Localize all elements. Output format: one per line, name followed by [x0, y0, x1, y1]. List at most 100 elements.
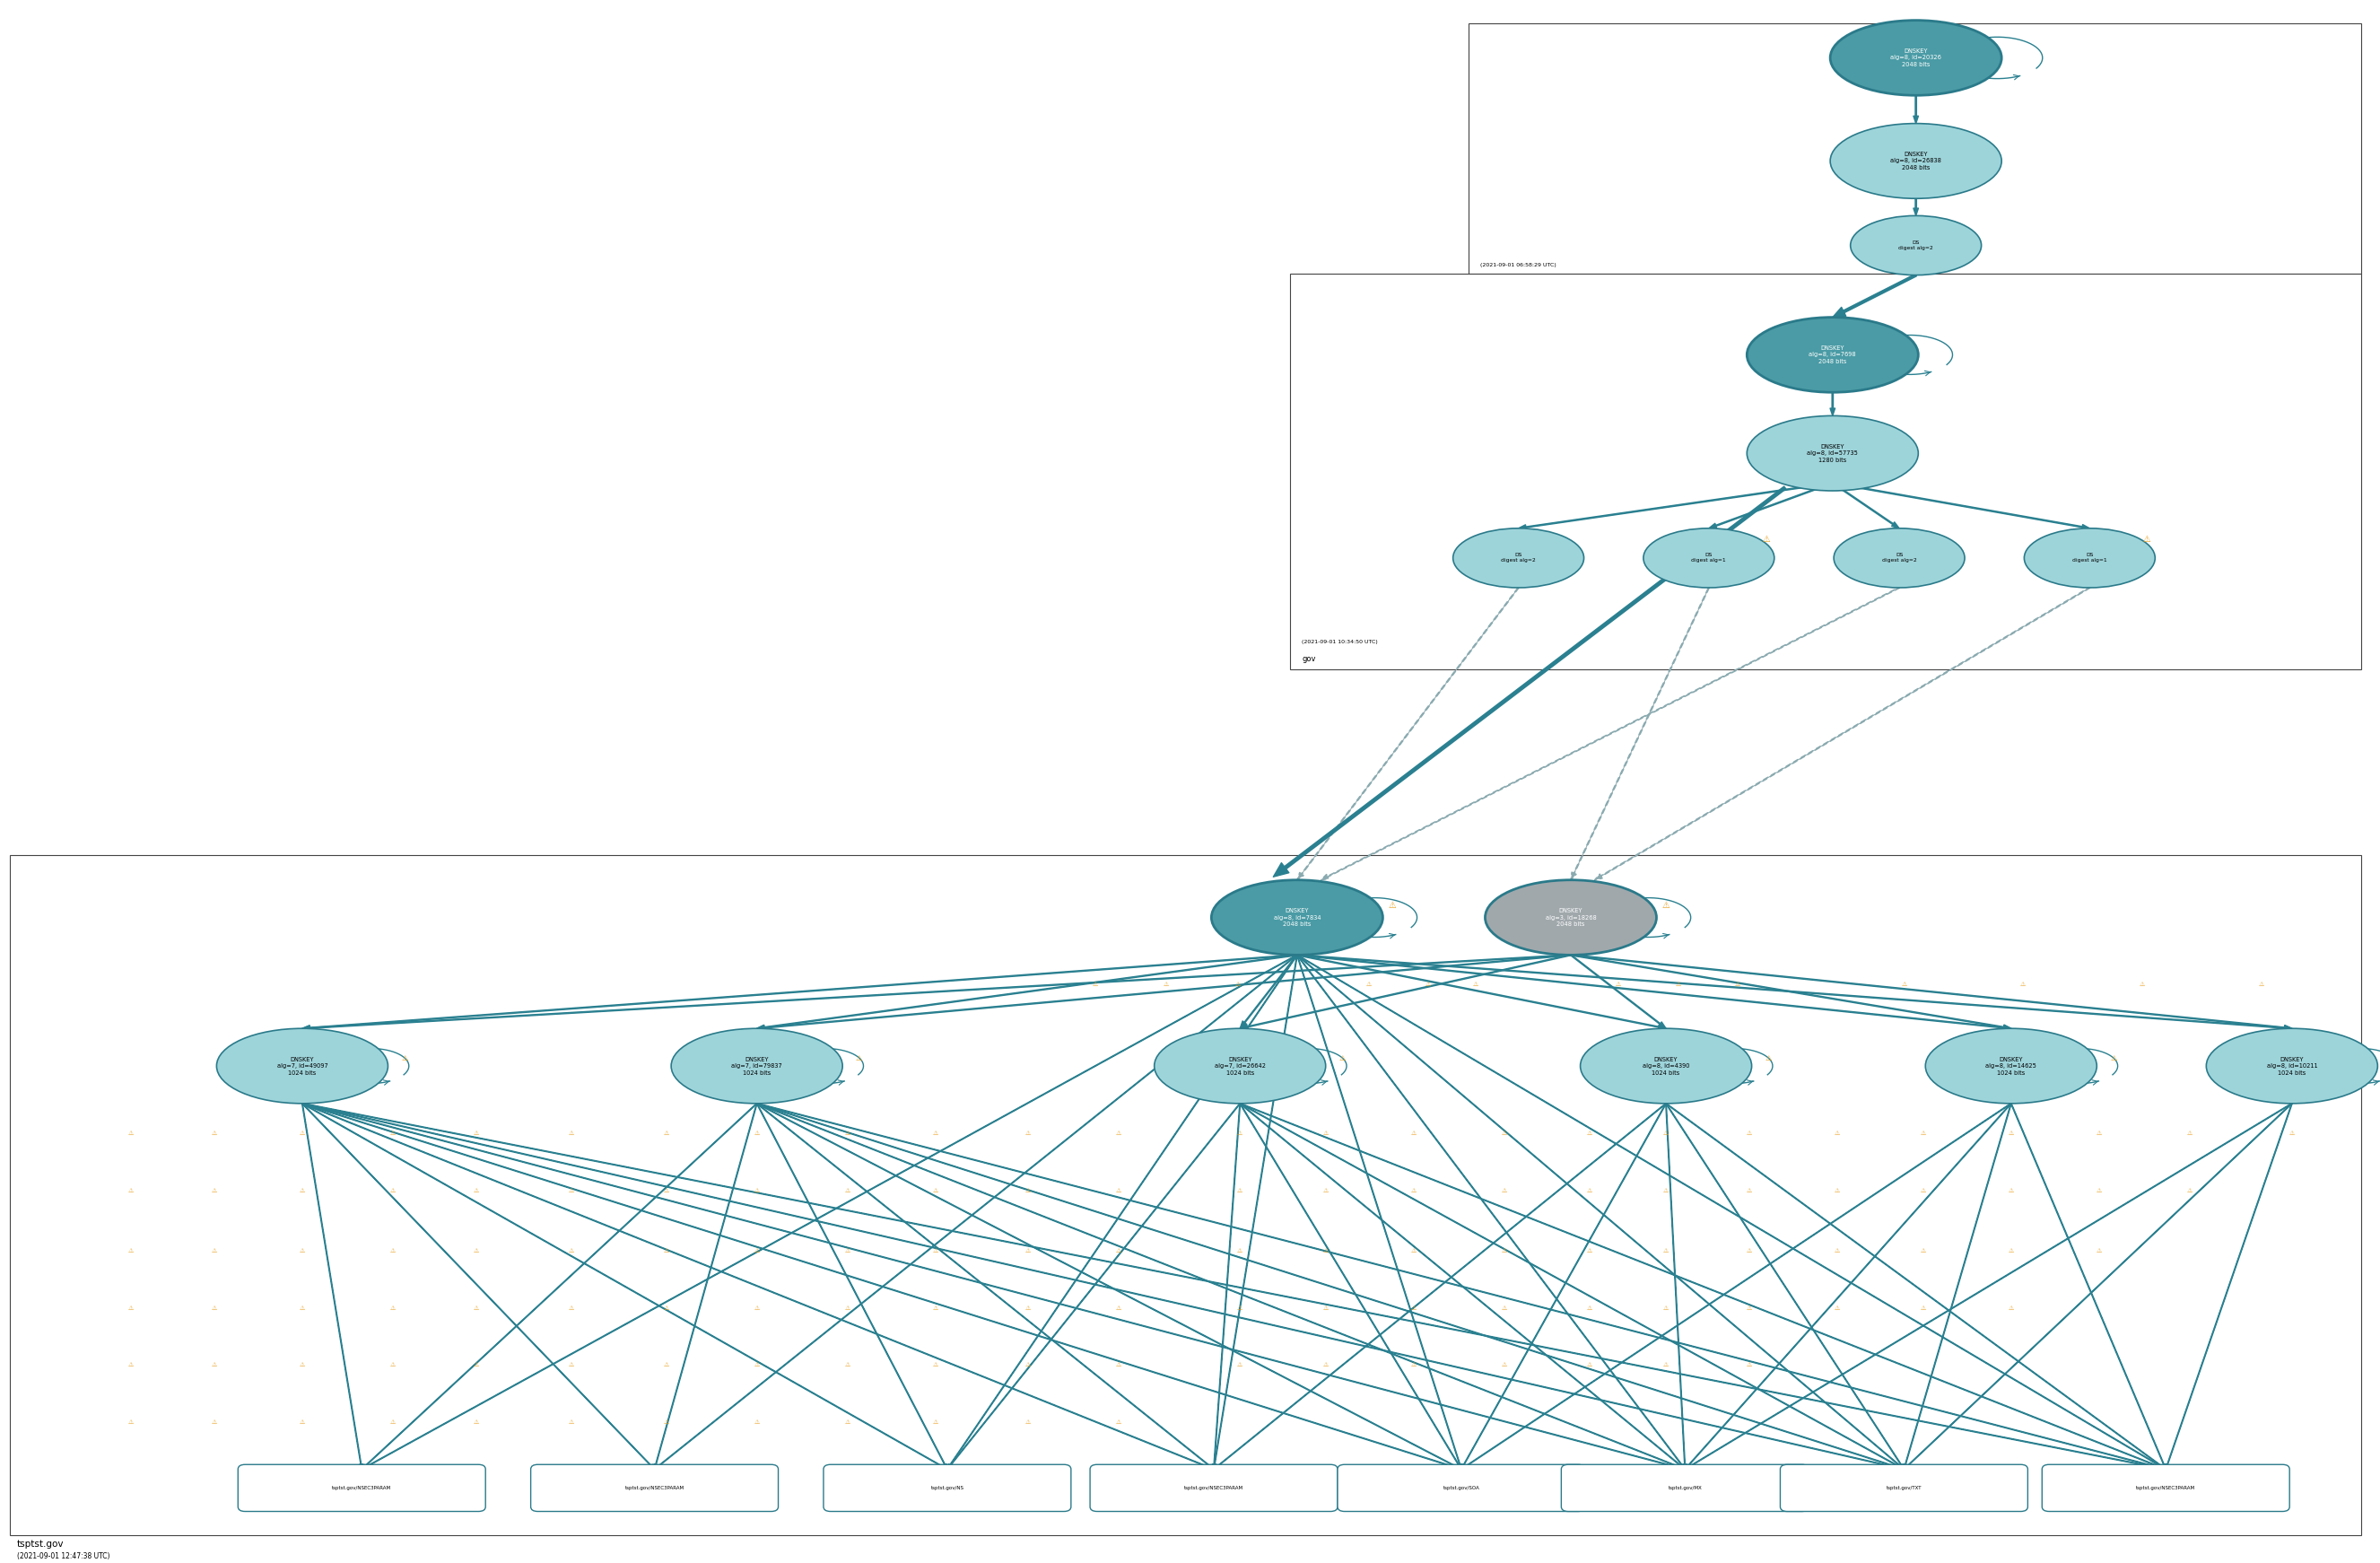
- Text: ⚠: ⚠: [664, 1130, 669, 1136]
- Text: ⚠: ⚠: [1366, 982, 1371, 988]
- Ellipse shape: [1452, 528, 1585, 588]
- Ellipse shape: [1852, 216, 1980, 275]
- FancyBboxPatch shape: [1338, 1465, 1585, 1511]
- Text: ⚠: ⚠: [1616, 982, 1621, 988]
- Text: ⚠: ⚠: [1735, 982, 1740, 988]
- FancyArrowPatch shape: [1211, 1103, 1240, 1469]
- Text: ⚠: ⚠: [933, 1361, 938, 1368]
- Text: ⚠: ⚠: [664, 1188, 669, 1194]
- Text: ⚠: ⚠: [933, 1419, 938, 1425]
- Text: ⚠: ⚠: [569, 1188, 574, 1194]
- FancyArrowPatch shape: [757, 955, 1297, 1030]
- Text: ⚠: ⚠: [1235, 982, 1240, 988]
- Text: ⚠: ⚠: [1664, 1247, 1668, 1254]
- Text: tsptst.gov/TXT: tsptst.gov/TXT: [1887, 1486, 1921, 1490]
- Text: ⚠: ⚠: [1164, 982, 1169, 988]
- FancyArrowPatch shape: [1833, 483, 1899, 528]
- Text: ⚠: ⚠: [1411, 1130, 1416, 1136]
- FancyArrowPatch shape: [1240, 955, 1571, 1030]
- FancyArrowPatch shape: [362, 1103, 757, 1469]
- FancyArrowPatch shape: [1297, 955, 1904, 1469]
- Text: ⚠: ⚠: [1502, 1361, 1507, 1368]
- Text: ⚠: ⚠: [474, 1361, 478, 1368]
- Text: ⚠: ⚠: [1921, 1247, 1925, 1254]
- Text: ⚠: ⚠: [1238, 1188, 1242, 1194]
- Text: ⚠: ⚠: [664, 1361, 669, 1368]
- Text: ⚠: ⚠: [474, 1188, 478, 1194]
- FancyBboxPatch shape: [10, 855, 2361, 1535]
- FancyArrowPatch shape: [654, 1103, 757, 1469]
- Text: ⚠: ⚠: [1747, 1361, 1752, 1368]
- Text: ⚠: ⚠: [1502, 1305, 1507, 1311]
- FancyArrowPatch shape: [1571, 955, 1666, 1028]
- Text: ⚠: ⚠: [474, 1419, 478, 1425]
- Text: ⚠: ⚠: [390, 1130, 395, 1136]
- FancyArrowPatch shape: [1297, 955, 1685, 1469]
- Text: DNSKEY
alg=7, id=79837
1024 bits: DNSKEY alg=7, id=79837 1024 bits: [731, 1057, 783, 1075]
- Text: ⚠: ⚠: [212, 1130, 217, 1136]
- Text: ⚠: ⚠: [2140, 982, 2144, 988]
- FancyArrowPatch shape: [1240, 1103, 1685, 1469]
- Text: ⚠: ⚠: [569, 1361, 574, 1368]
- Text: ⚠: ⚠: [1340, 1053, 1345, 1063]
- Text: ⚠: ⚠: [129, 1419, 133, 1425]
- FancyArrowPatch shape: [1297, 955, 1666, 1030]
- Text: ⚠: ⚠: [212, 1305, 217, 1311]
- Text: ⚠: ⚠: [933, 1247, 938, 1254]
- Text: ⚠: ⚠: [1116, 1130, 1121, 1136]
- Text: tsptst.gov/NSEC3PARAM: tsptst.gov/NSEC3PARAM: [626, 1486, 683, 1490]
- Text: ⚠: ⚠: [129, 1130, 133, 1136]
- Text: ⚠: ⚠: [754, 1247, 759, 1254]
- Text: ⚠: ⚠: [1238, 1361, 1242, 1368]
- FancyArrowPatch shape: [1214, 1103, 1666, 1469]
- FancyArrowPatch shape: [302, 1103, 1904, 1469]
- FancyArrowPatch shape: [1595, 588, 2090, 880]
- Text: ⚠: ⚠: [300, 1188, 305, 1194]
- Text: ⚠: ⚠: [1238, 1247, 1242, 1254]
- Text: ⚠: ⚠: [1388, 900, 1397, 910]
- Text: ⚠: ⚠: [1026, 1305, 1031, 1311]
- Text: ⚠: ⚠: [569, 1419, 574, 1425]
- Text: ⚠: ⚠: [1026, 1247, 1031, 1254]
- Text: ⚠: ⚠: [2097, 1247, 2102, 1254]
- Text: ⚠: ⚠: [1676, 982, 1680, 988]
- FancyArrowPatch shape: [1833, 274, 1916, 317]
- Ellipse shape: [671, 1028, 843, 1103]
- Text: ⚠: ⚠: [754, 1305, 759, 1311]
- Text: ⚠: ⚠: [2142, 535, 2152, 544]
- Text: ⚠: ⚠: [754, 1130, 759, 1136]
- Text: ⚠: ⚠: [1502, 1130, 1507, 1136]
- Text: ⚠: ⚠: [1747, 1247, 1752, 1254]
- Text: ⚠: ⚠: [1835, 1188, 1840, 1194]
- Text: DS
digest alg=1: DS digest alg=1: [2073, 553, 2106, 563]
- Text: ⚠: ⚠: [1747, 1305, 1752, 1311]
- Text: ⚠: ⚠: [1835, 1130, 1840, 1136]
- Text: tsptst.gov/NS: tsptst.gov/NS: [931, 1486, 964, 1490]
- Text: ⚠: ⚠: [129, 1305, 133, 1311]
- FancyArrowPatch shape: [1461, 1103, 1666, 1469]
- Text: ⚠: ⚠: [1026, 1361, 1031, 1368]
- FancyArrowPatch shape: [1297, 588, 1518, 880]
- Text: ⚠: ⚠: [845, 1361, 850, 1368]
- Text: DNSKEY
alg=8, id=20326
2048 bits: DNSKEY alg=8, id=20326 2048 bits: [1890, 48, 1942, 67]
- Text: ⚠: ⚠: [1092, 982, 1097, 988]
- Text: ⚠: ⚠: [2187, 1130, 2192, 1136]
- FancyArrowPatch shape: [1297, 955, 2011, 1030]
- FancyArrowPatch shape: [1214, 955, 1297, 1469]
- Text: DNSKEY
alg=8, id=26838
2048 bits: DNSKEY alg=8, id=26838 2048 bits: [1890, 152, 1942, 170]
- FancyArrowPatch shape: [1709, 483, 1833, 528]
- Text: ⚠: ⚠: [1761, 535, 1771, 544]
- Text: ⚠: ⚠: [2097, 1130, 2102, 1136]
- Text: ⚠: ⚠: [1766, 1053, 1771, 1063]
- Text: ⚠: ⚠: [1835, 1305, 1840, 1311]
- Text: ⚠: ⚠: [129, 1361, 133, 1368]
- Text: ⚠: ⚠: [300, 1130, 305, 1136]
- Text: ⚠: ⚠: [2111, 1053, 2116, 1063]
- FancyArrowPatch shape: [1666, 1103, 1904, 1469]
- FancyArrowPatch shape: [757, 1103, 1214, 1469]
- Text: ⚠: ⚠: [933, 1188, 938, 1194]
- Text: DNSKEY
alg=3, id=18268
2048 bits: DNSKEY alg=3, id=18268 2048 bits: [1545, 908, 1597, 927]
- Text: DNSKEY
alg=7, id=26642
1024 bits: DNSKEY alg=7, id=26642 1024 bits: [1214, 1057, 1266, 1075]
- Text: DS
digest alg=2: DS digest alg=2: [1502, 553, 1535, 563]
- Text: ⚠: ⚠: [1587, 1361, 1592, 1368]
